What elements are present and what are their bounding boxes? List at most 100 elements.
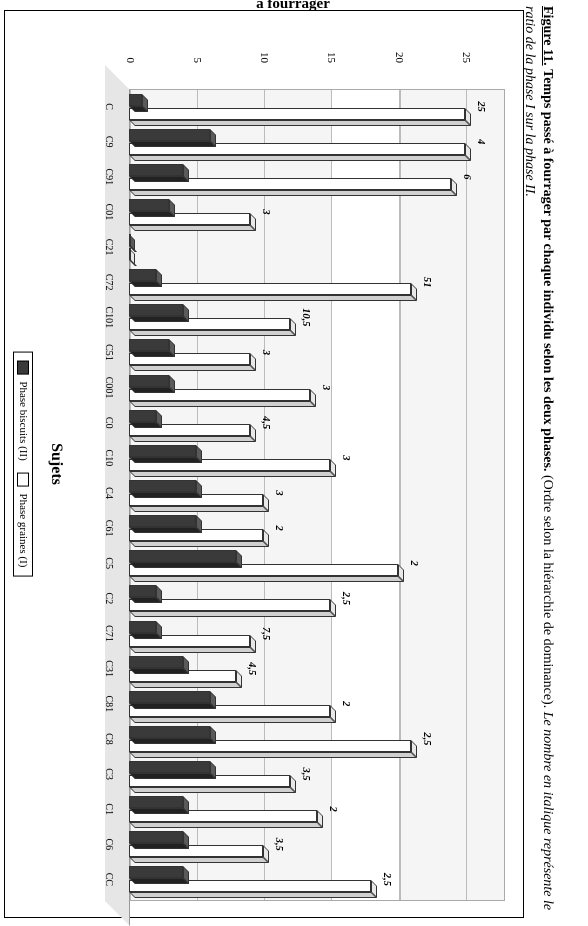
bar-side [129, 471, 336, 477]
x-tick-label: C51 [103, 344, 114, 361]
bar-biscuits [129, 515, 196, 527]
bar-side [129, 738, 216, 744]
bar-front [129, 866, 183, 878]
y-tick-label: 0 [124, 41, 136, 63]
x-tick-label: C [103, 103, 114, 110]
bar-side [129, 457, 202, 463]
ratio-label: 2 [340, 701, 351, 706]
bar-side [129, 330, 296, 336]
x-tick-label: C21 [103, 239, 114, 256]
ratio-label: 2 [408, 561, 419, 566]
legend-label-graines: Phase graines (I) [17, 494, 29, 568]
bar-side [129, 682, 242, 688]
bar-biscuits [129, 375, 169, 387]
bar-side [129, 211, 175, 217]
bar-front [129, 94, 142, 106]
bar-front [129, 108, 465, 120]
ratio-label: 2,5 [381, 873, 392, 886]
ratio-label: 2 [273, 526, 284, 531]
legend-item-graines: Phase graines (I) [17, 473, 29, 568]
caption-plain: (Ordre selon la hiérarchie de dominance)… [540, 475, 555, 712]
x-tick-label: C81 [103, 695, 114, 712]
bar-biscuits [129, 550, 236, 562]
bar-front [129, 550, 236, 562]
bar-side [129, 857, 269, 863]
ratio-label: 51 [421, 277, 432, 288]
ratio-label: 6 [461, 174, 472, 179]
bar-biscuits [129, 656, 183, 668]
bar-biscuits [129, 585, 156, 597]
legend-swatch-biscuits [17, 361, 29, 375]
bar-biscuits [129, 234, 130, 246]
x-tick-label: C9 [103, 136, 114, 148]
bar-side [129, 176, 189, 182]
bar-front [129, 339, 169, 351]
legend-swatch-graines [17, 473, 29, 487]
ratio-label: 7,5 [260, 627, 271, 640]
bar-front [129, 304, 183, 316]
bar-front [129, 585, 156, 597]
y-axis-title-line2: à fourrager [213, 0, 373, 13]
bar-side [129, 668, 189, 674]
ratio-label: 4 [475, 139, 486, 144]
bar-front [129, 269, 156, 281]
x-axis-title: Sujets [47, 443, 65, 485]
x-tick-label: C91 [103, 168, 114, 185]
bar-side [129, 541, 269, 547]
x-tick-label: C001 [103, 377, 114, 399]
ratio-label: 2 [327, 807, 338, 812]
ratio-label: 2,5 [340, 592, 351, 605]
x-tick-label: C61 [103, 520, 114, 537]
bar-graines [129, 283, 411, 295]
bar-side [129, 808, 189, 814]
ratio-label: 3 [340, 455, 351, 460]
bar-front [129, 129, 210, 141]
bar-graines [129, 248, 130, 260]
bar-side [129, 717, 336, 723]
ratio-label: 2,5 [421, 732, 432, 745]
bar-biscuits [129, 304, 183, 316]
y-axis-title: Pourcentage d'échantillons passés à four… [213, 0, 373, 13]
bar-side [129, 281, 162, 287]
ratio-label: 3 [273, 490, 284, 495]
bar-biscuits [129, 796, 183, 808]
bar-front [129, 445, 196, 457]
bar-biscuits [129, 129, 210, 141]
ratio-label: 3 [260, 350, 271, 355]
bar-front [129, 410, 156, 422]
bar-front [129, 656, 183, 668]
ratio-label: 3 [320, 385, 331, 390]
chart-panel: Pourcentage d'échantillons passés à four… [4, 10, 524, 918]
bar-front [129, 796, 183, 808]
bar-front [129, 248, 131, 260]
bar-front [129, 515, 196, 527]
bar-front [129, 164, 183, 176]
bar-biscuits [129, 164, 183, 176]
bar-biscuits [129, 480, 196, 492]
x-tick-label: CC [103, 873, 114, 886]
x-tick-label: C101 [103, 307, 114, 329]
x-tick-label: C31 [103, 660, 114, 677]
bar-biscuits [129, 339, 169, 351]
bar-side [129, 365, 256, 371]
bar-biscuits [129, 621, 156, 633]
x-tick-label: C71 [103, 625, 114, 642]
bar-graines [129, 108, 465, 120]
bar-side [129, 527, 202, 533]
x-tick-label: C0 [103, 417, 114, 429]
bar-side [129, 401, 316, 407]
ratio-label: 25 [475, 101, 486, 112]
bar-side [129, 633, 162, 639]
bar-side [129, 506, 269, 512]
x-tick-label: C72 [103, 274, 114, 291]
bar-side [129, 155, 471, 161]
bar-biscuits [129, 410, 156, 422]
bar-front [129, 726, 210, 738]
bar-side [129, 787, 296, 793]
x-tick-label: C3 [103, 768, 114, 780]
chart-bars-layer: 254635110,5334,533222,57,54,522,53,523,5… [129, 89, 505, 897]
bar-front [129, 375, 169, 387]
bar-side [129, 225, 256, 231]
bar-front [129, 480, 196, 492]
bar-side [129, 120, 471, 126]
